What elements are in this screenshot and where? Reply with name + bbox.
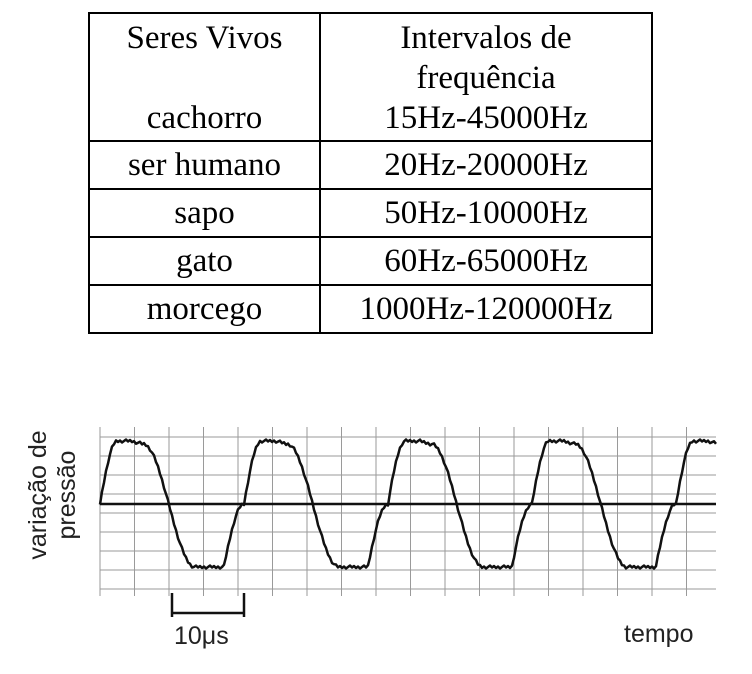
cell-range: 20Hz-20000Hz <box>319 140 653 190</box>
cell-animal: morcego <box>88 284 321 334</box>
pressure-wave-curve <box>98 438 717 570</box>
frequency-table: Seres Vivos cachorro Intervalos de frequ… <box>88 12 653 334</box>
header-intervalos-line1: Intervalos de <box>400 20 572 56</box>
header-seres-vivos: Seres Vivos <box>126 20 283 56</box>
y-axis-label-line1: variação de <box>24 430 52 560</box>
cell-animal: gato <box>88 236 321 286</box>
y-axis-label-line2: pressão <box>53 450 81 540</box>
time-scale-bar <box>170 593 246 617</box>
table-row: morcego 1000Hz-120000Hz <box>88 284 653 334</box>
pressure-waveform-figure: variação de pressão 10μs tempo <box>0 400 752 674</box>
header-cell-range: Intervalos de frequência 15Hz-45000Hz <box>319 12 653 142</box>
x-axis-label: tempo <box>624 620 694 648</box>
header-cell-animal: Seres Vivos cachorro <box>88 12 321 142</box>
header-intervalos-line2: frequência <box>416 60 556 96</box>
cell-animal: sapo <box>88 188 321 238</box>
cell-animal: ser humano <box>88 140 321 190</box>
grid-vertical-lines <box>99 427 687 596</box>
table-row: gato 60Hz-65000Hz <box>88 236 653 286</box>
waveform-plot <box>98 427 717 617</box>
cell-range: 1000Hz-120000Hz <box>319 284 653 334</box>
table-row: ser humano 20Hz-20000Hz <box>88 140 653 190</box>
table-header-row: Seres Vivos cachorro Intervalos de frequ… <box>88 12 653 142</box>
table-row: sapo 50Hz-10000Hz <box>88 188 653 238</box>
cell-range: 50Hz-10000Hz <box>319 188 653 238</box>
cell-range: 60Hz-65000Hz <box>319 236 653 286</box>
time-scale-label: 10μs <box>174 622 229 650</box>
grid-horizontal-lines <box>100 436 716 590</box>
cell-range-cachorro: 15Hz-45000Hz <box>384 100 588 136</box>
cell-animal-cachorro: cachorro <box>146 100 263 136</box>
